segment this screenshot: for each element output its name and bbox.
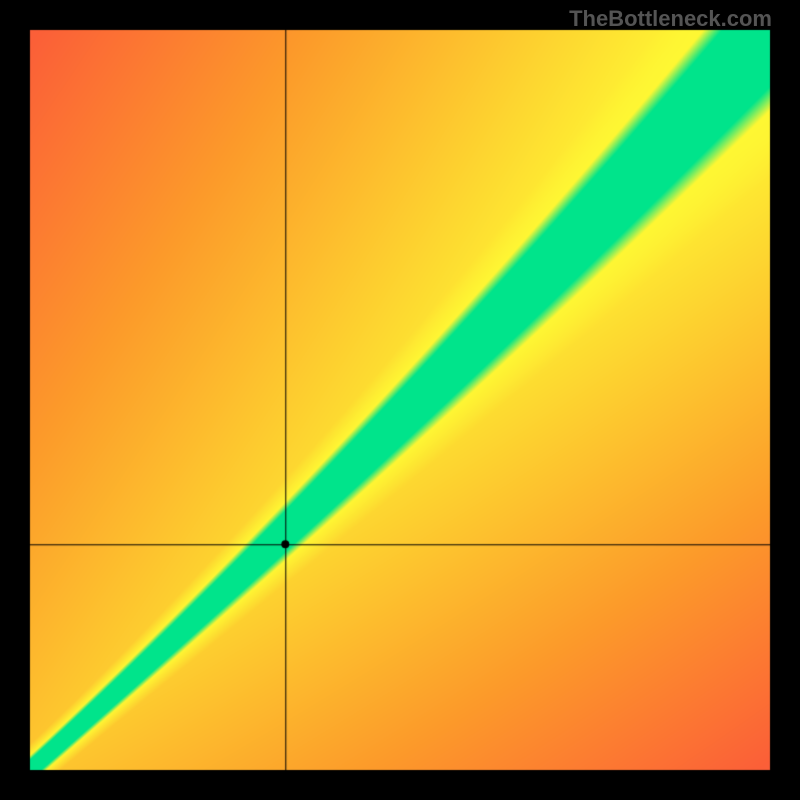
watermark-text: TheBottleneck.com xyxy=(569,6,772,32)
chart-container: TheBottleneck.com xyxy=(0,0,800,800)
bottleneck-heatmap xyxy=(0,0,800,800)
